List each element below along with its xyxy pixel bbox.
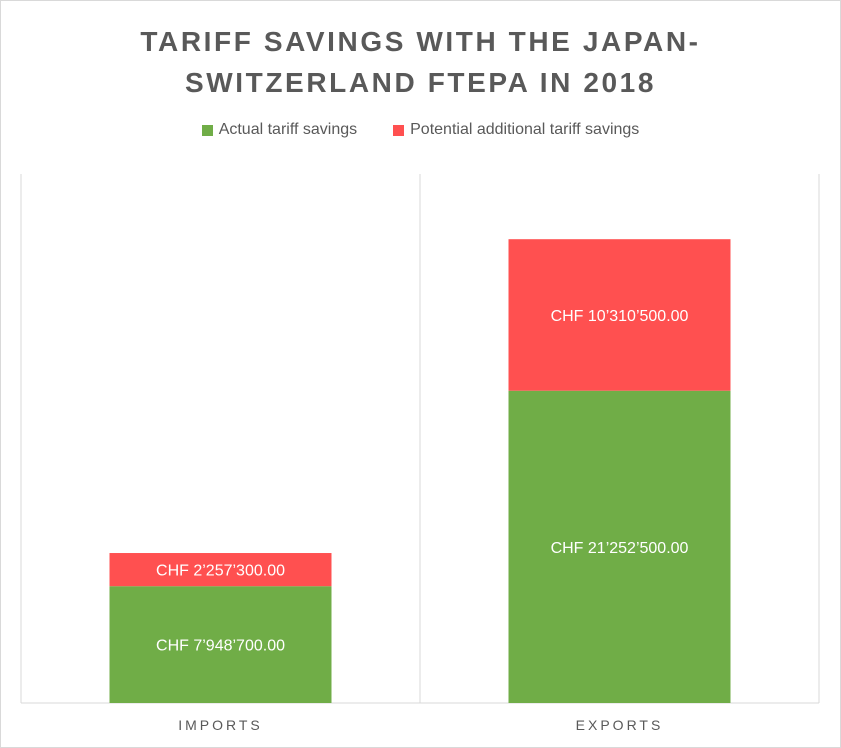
data-label-imports-actual: CHF 7’948’700.00 bbox=[156, 638, 285, 655]
bar-imports-actual bbox=[109, 586, 332, 703]
data-label-imports-potential: CHF 2’257’300.00 bbox=[156, 563, 285, 580]
x-tick-label-exports: EXPORTS bbox=[576, 717, 664, 733]
bar-exports-actual bbox=[508, 390, 731, 703]
data-label-exports-actual: CHF 21’252’500.00 bbox=[551, 540, 689, 557]
data-label-exports-potential: CHF 10’310’500.00 bbox=[551, 308, 689, 325]
bar-imports-potential bbox=[109, 553, 332, 587]
chart-title: TARIFF SAVINGS WITH THE JAPAN- SWITZERLA… bbox=[1, 21, 840, 103]
legend-swatch-actual bbox=[201, 124, 213, 136]
legend: Actual tariff savings Potential addition… bbox=[1, 121, 840, 139]
chart-title-line-1: TARIFF SAVINGS WITH THE JAPAN- bbox=[140, 26, 701, 57]
legend-item-potential: Potential additional tariff savings bbox=[393, 121, 639, 139]
legend-swatch-potential bbox=[393, 124, 405, 136]
legend-label-actual: Actual tariff savings bbox=[218, 121, 358, 138]
bar-exports-potential bbox=[508, 239, 731, 391]
chart-title-line-2: SWITZERLAND FTEPA IN 2018 bbox=[184, 67, 657, 98]
legend-item-actual: Actual tariff savings bbox=[201, 121, 358, 139]
x-tick-label-imports: IMPORTS bbox=[178, 717, 263, 733]
legend-label-potential: Potential additional tariff savings bbox=[410, 121, 640, 138]
